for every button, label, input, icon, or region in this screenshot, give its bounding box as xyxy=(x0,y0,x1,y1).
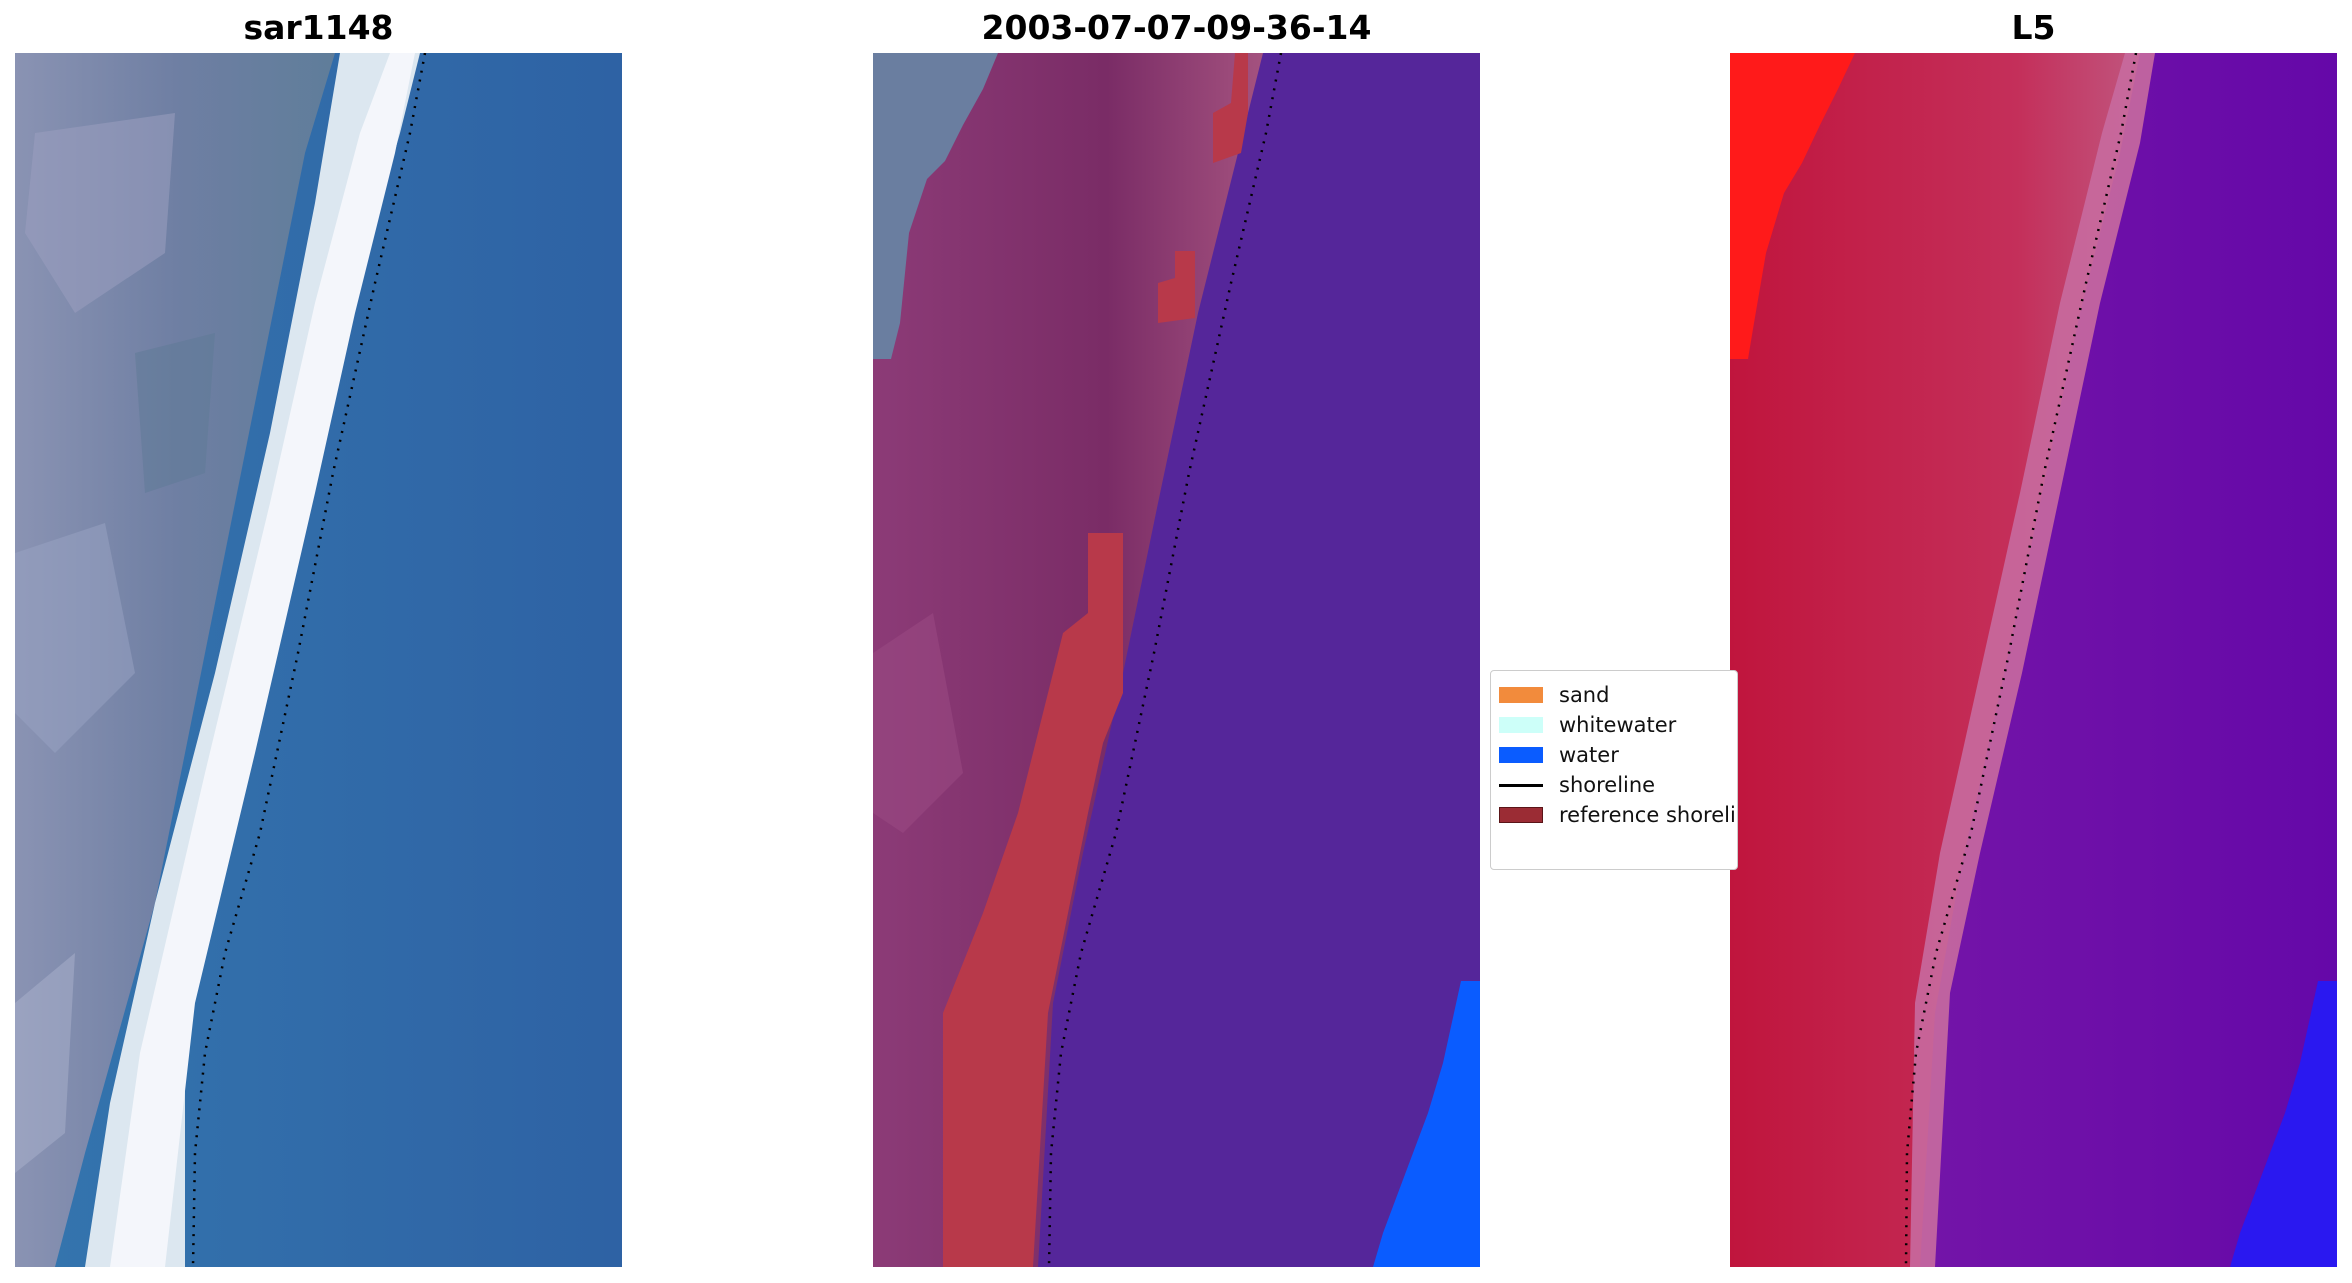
land-patch xyxy=(135,333,215,493)
legend-item-reference-shoreline: reference shoreline xyxy=(1499,801,1737,829)
land-patch xyxy=(15,953,75,1173)
shoreline-line-swatch xyxy=(1499,783,1543,787)
panel-title-sar1148: sar1148 xyxy=(243,8,394,47)
rgb-image-panel xyxy=(15,53,622,1267)
water-swatch xyxy=(1499,747,1543,763)
legend-label-water: water xyxy=(1559,743,1619,767)
legend: sand whitewater water shoreline referenc… xyxy=(1490,670,1738,870)
legend-item-water: water xyxy=(1499,741,1619,769)
l5-index-panel xyxy=(1730,53,2337,1267)
land-patch xyxy=(25,113,175,313)
whitewater-swatch xyxy=(1499,717,1543,733)
sand-patch xyxy=(1213,53,1248,163)
classified-image-panel xyxy=(873,53,1480,1267)
whitewater-core xyxy=(110,53,415,1267)
sand-patch xyxy=(1158,251,1195,323)
reference-shoreline-swatch xyxy=(1499,807,1543,823)
land-region xyxy=(1730,53,2140,1267)
legend-label-sand: sand xyxy=(1559,683,1610,707)
land-patch xyxy=(15,523,135,753)
panel-title-date: 2003-07-07-09-36-14 xyxy=(981,8,1372,47)
legend-item-whitewater: whitewater xyxy=(1499,711,1676,739)
high-index-region xyxy=(1730,53,1855,359)
land-patch xyxy=(873,613,963,833)
sand-swatch xyxy=(1499,687,1543,703)
legend-item-shoreline: shoreline xyxy=(1499,771,1655,799)
legend-item-sand: sand xyxy=(1499,681,1609,709)
legend-label-shoreline: shoreline xyxy=(1559,773,1656,797)
transition-band xyxy=(1910,53,2155,1267)
l5-index-image xyxy=(1730,53,2337,1267)
panel-title-l5: L5 xyxy=(2011,8,2056,47)
classified-image xyxy=(873,53,1480,1267)
rgb-image xyxy=(15,53,622,1267)
unclassified-region xyxy=(873,53,998,359)
sand-region xyxy=(943,533,1123,1267)
legend-label-whitewater: whitewater xyxy=(1559,713,1677,737)
water-region xyxy=(1373,981,1480,1267)
land-region xyxy=(15,53,335,1267)
legend-label-reference-shoreline: reference shoreline xyxy=(1559,803,1737,827)
low-index-region xyxy=(2230,981,2337,1267)
